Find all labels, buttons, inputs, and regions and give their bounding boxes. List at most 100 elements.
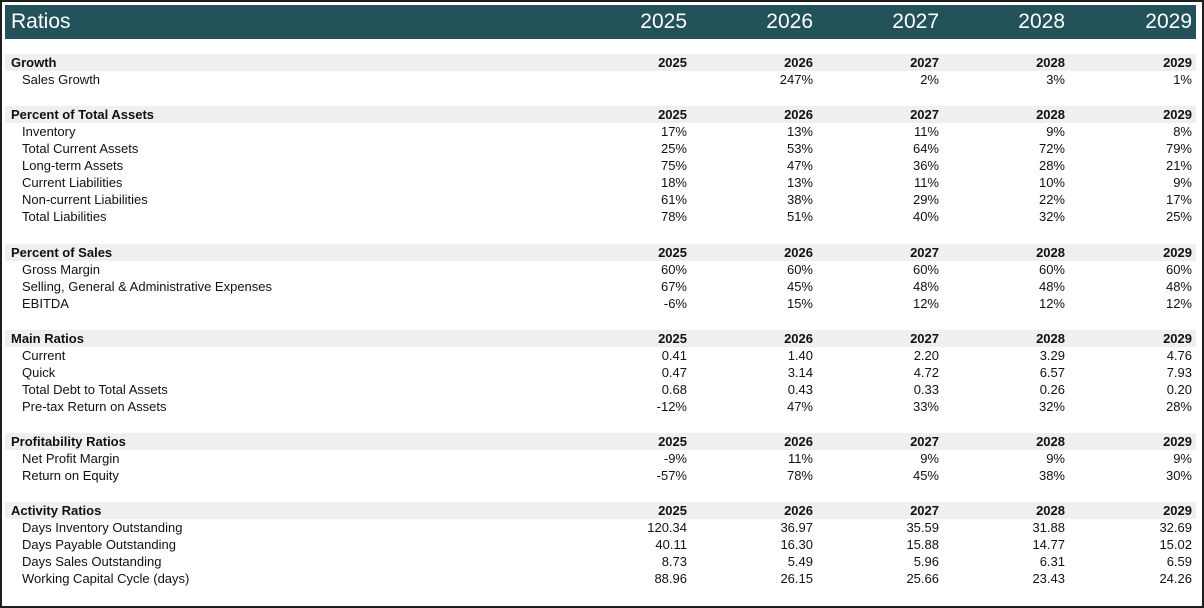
table-row: Long-term Assets 75% 47% 36% 28% 21% bbox=[5, 157, 1196, 174]
row-value: 32% bbox=[1038, 399, 1065, 414]
table-row: Days Sales Outstanding 8.73 5.49 5.96 6.… bbox=[5, 553, 1196, 570]
row-label: Days Sales Outstanding bbox=[22, 554, 162, 569]
row-value: 36% bbox=[912, 158, 939, 173]
row-value: 21% bbox=[1165, 158, 1192, 173]
row-label: Days Payable Outstanding bbox=[22, 537, 176, 552]
row-value: 14.77 bbox=[1032, 537, 1065, 552]
row-value: 29% bbox=[912, 192, 939, 207]
row-value: 9% bbox=[1173, 175, 1192, 190]
section-year: 2028 bbox=[1036, 107, 1065, 122]
row-value: 9% bbox=[1173, 451, 1192, 466]
row-value: 25.66 bbox=[906, 571, 939, 586]
row-value: 8.73 bbox=[661, 554, 687, 569]
section-year: 2027 bbox=[910, 503, 939, 518]
section-year: 2027 bbox=[910, 434, 939, 449]
row-value: 12% bbox=[912, 296, 939, 311]
row-value: 53% bbox=[786, 141, 813, 156]
row-value: 15% bbox=[786, 296, 813, 311]
header-year: 2025 bbox=[640, 10, 687, 33]
section-year: 2028 bbox=[1036, 245, 1065, 260]
section-year: 2029 bbox=[1163, 503, 1192, 518]
section-year: 2025 bbox=[658, 55, 687, 70]
row-value: 28% bbox=[1038, 158, 1065, 173]
row-value: 12% bbox=[1165, 296, 1192, 311]
row-value: 25% bbox=[1165, 209, 1192, 224]
row-label: Days Inventory Outstanding bbox=[22, 520, 183, 535]
row-value: 0.26 bbox=[1039, 382, 1065, 397]
section-title: Activity Ratios bbox=[11, 503, 102, 518]
section-year: 2029 bbox=[1163, 434, 1192, 449]
row-value: 60% bbox=[912, 262, 939, 277]
row-label: Pre-tax Return on Assets bbox=[22, 399, 167, 414]
row-value: 11% bbox=[913, 124, 939, 139]
row-value: 40% bbox=[912, 209, 939, 224]
section-title: Percent of Total Assets bbox=[11, 107, 155, 122]
row-value: 0.43 bbox=[787, 382, 813, 397]
table-row: Total Debt to Total Assets 0.68 0.43 0.3… bbox=[5, 381, 1196, 398]
section-year: 2028 bbox=[1036, 434, 1065, 449]
section-year: 2025 bbox=[658, 331, 687, 346]
section-title: Profitability Ratios bbox=[11, 434, 126, 449]
row-value: 64% bbox=[912, 141, 939, 156]
row-value: 48% bbox=[912, 279, 939, 294]
row-value: 72% bbox=[1038, 141, 1065, 156]
row-label: Total Current Assets bbox=[22, 141, 139, 156]
section-title: Growth bbox=[11, 55, 57, 70]
row-value: 9% bbox=[920, 451, 939, 466]
row-value: 40.11 bbox=[655, 537, 687, 552]
row-value: 35.59 bbox=[906, 520, 939, 535]
row-value: 31.88 bbox=[1032, 520, 1065, 535]
row-label: Non-current Liabilities bbox=[22, 192, 148, 207]
row-value: 13% bbox=[786, 175, 813, 190]
row-value: 120.34 bbox=[647, 520, 687, 535]
row-value: 15.02 bbox=[1159, 537, 1192, 552]
row-value: 51% bbox=[786, 209, 813, 224]
row-value: 47% bbox=[786, 399, 813, 414]
row-value: 79% bbox=[1165, 141, 1192, 156]
table-row: Selling, General & Administrative Expens… bbox=[5, 278, 1196, 295]
section-header-row: Growth 2025 2026 2027 2028 2029 bbox=[5, 54, 1196, 71]
row-label: Quick bbox=[22, 365, 56, 380]
section-year: 2029 bbox=[1163, 55, 1192, 70]
row-value: 47% bbox=[786, 158, 813, 173]
section-year: 2027 bbox=[910, 55, 939, 70]
row-label: Current bbox=[22, 348, 66, 363]
row-value: 0.68 bbox=[661, 382, 687, 397]
header-year: 2029 bbox=[1145, 10, 1192, 33]
row-label: Total Liabilities bbox=[22, 209, 107, 224]
row-value: 22% bbox=[1038, 192, 1065, 207]
header-year: 2027 bbox=[892, 10, 939, 33]
section-header-row: Percent of Sales 2025 2026 2027 2028 202… bbox=[5, 244, 1196, 261]
row-value: 26.15 bbox=[780, 571, 813, 586]
row-value: 45% bbox=[786, 279, 813, 294]
row-value: 5.49 bbox=[787, 554, 813, 569]
row-value: 45% bbox=[912, 468, 939, 483]
row-label: Sales Growth bbox=[22, 72, 101, 87]
table-row: Gross Margin 60% 60% 60% 60% 60% bbox=[5, 261, 1196, 278]
section-year: 2025 bbox=[658, 245, 687, 260]
row-value: 60% bbox=[1038, 262, 1065, 277]
row-value: 32.69 bbox=[1159, 520, 1192, 535]
row-value: 9% bbox=[1046, 124, 1065, 139]
table-row: Non-current Liabilities 61% 38% 29% 22% … bbox=[5, 191, 1196, 208]
row-value: 6.57 bbox=[1039, 365, 1065, 380]
section-header-row: Main Ratios 2025 2026 2027 2028 2029 bbox=[5, 330, 1196, 347]
table-row: Sales Growth 247% 2% 3% 1% bbox=[5, 71, 1196, 88]
row-value: 0.33 bbox=[913, 382, 939, 397]
row-value: 17% bbox=[1165, 192, 1192, 207]
row-label: Working Capital Cycle (days) bbox=[22, 571, 190, 586]
row-value: 28% bbox=[1165, 399, 1192, 414]
row-value: 48% bbox=[1165, 279, 1192, 294]
header-year: 2028 bbox=[1018, 10, 1065, 33]
section-year: 2028 bbox=[1036, 503, 1065, 518]
header-year: 2026 bbox=[766, 10, 813, 33]
section-header-row: Activity Ratios 2025 2026 2027 2028 2029 bbox=[5, 502, 1196, 519]
section-header-row: Profitability Ratios 2025 2026 2027 2028… bbox=[5, 433, 1196, 450]
row-value: 78% bbox=[660, 209, 687, 224]
row-value: 36.97 bbox=[780, 520, 813, 535]
row-value: -9% bbox=[663, 451, 687, 466]
row-value: 1% bbox=[1173, 72, 1192, 87]
ratios-header-bar: Ratios 2025 2026 2027 2028 2029 bbox=[5, 5, 1196, 39]
row-value: 0.47 bbox=[661, 365, 687, 380]
